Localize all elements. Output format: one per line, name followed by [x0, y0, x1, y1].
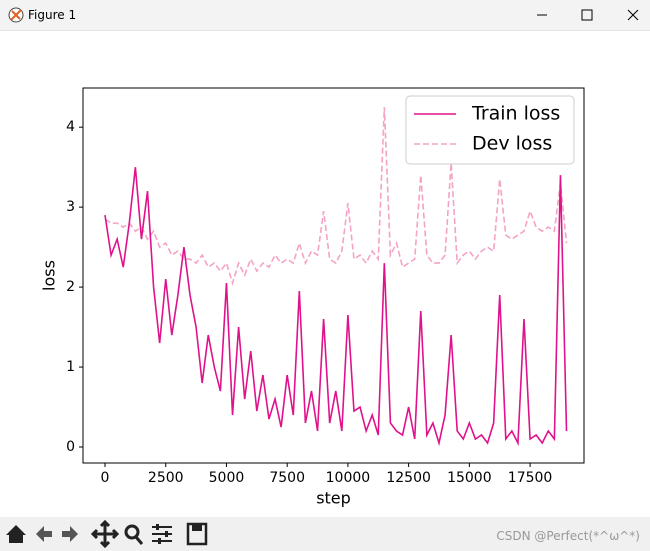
app-icon — [8, 7, 24, 23]
window-title: Figure 1 — [28, 8, 77, 22]
y-axis-label: loss — [40, 260, 59, 291]
series-line — [104, 167, 568, 447]
x-tick-label: 15000 — [447, 470, 492, 486]
x-tick-label: 2500 — [148, 470, 184, 486]
plot-frame — [82, 87, 585, 464]
y-tick-label: 0 — [66, 439, 75, 455]
y-tick-label: 4 — [66, 119, 75, 135]
x-axis-label: step — [316, 489, 351, 508]
legend-label: Dev loss — [472, 133, 552, 155]
x-tick-label: 10000 — [326, 470, 371, 486]
x-tick-label: 5000 — [209, 470, 245, 486]
y-tick-label: 3 — [66, 199, 75, 215]
x-tick-label: 0 — [101, 470, 110, 486]
x-tick-label: 7500 — [269, 470, 305, 486]
x-tick-label: 12500 — [386, 470, 431, 486]
title-bar: Figure 1 — [0, 0, 650, 31]
toolbar-icons[interactable] — [0, 517, 220, 551]
toolbar: CSDN @Perfect(*^ω^*) — [0, 517, 650, 551]
legend-label: Train loss — [471, 103, 560, 125]
y-tick-label: 1 — [66, 359, 75, 375]
series-line — [104, 107, 568, 286]
window-controls[interactable] — [510, 0, 650, 30]
legend-box — [405, 95, 575, 165]
chart: 0 2500 5000 7500 10000 12500 15000 17500 0 1 2 3 4 st… — [40, 87, 585, 508]
x-tick-label: 17500 — [508, 470, 553, 486]
y-tick-label: 2 — [66, 279, 75, 295]
watermark: CSDN @Perfect(*^ω^*) — [496, 529, 640, 543]
